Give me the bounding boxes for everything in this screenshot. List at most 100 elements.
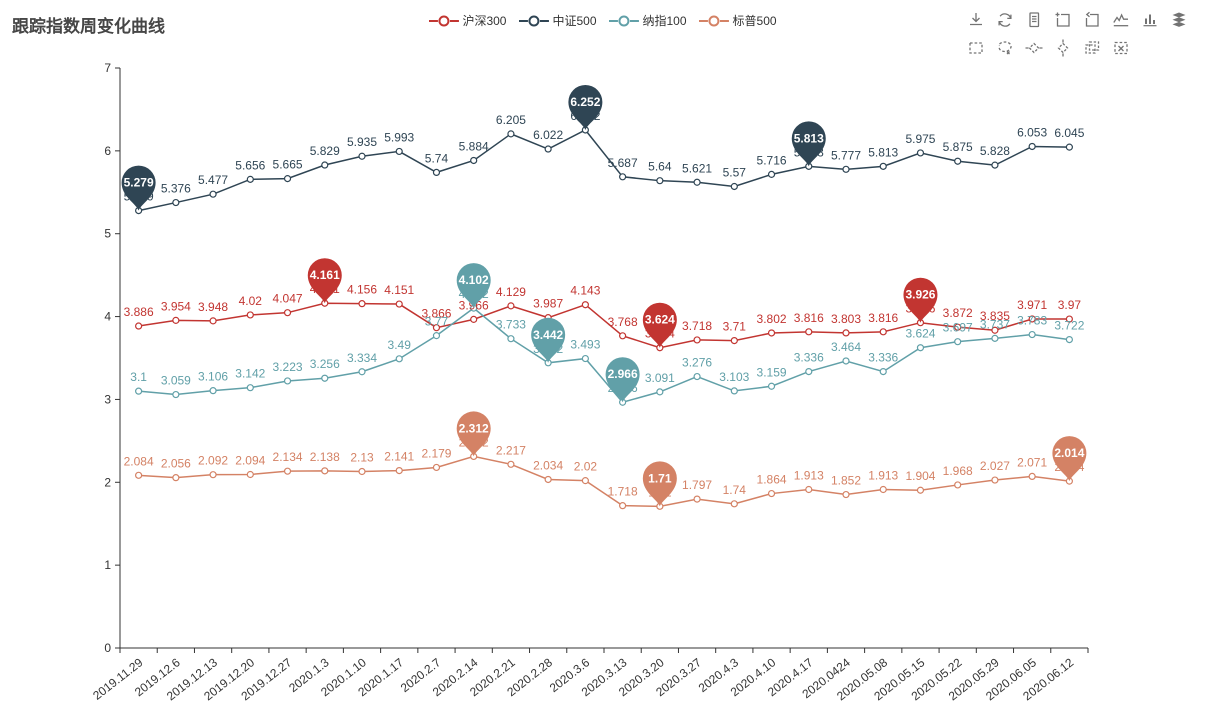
data-point[interactable] xyxy=(544,145,552,153)
data-point[interactable] xyxy=(842,165,850,173)
data-point[interactable] xyxy=(1028,472,1036,481)
markpoint-pin-2[interactable]: 2.966 xyxy=(605,357,640,403)
markpoint-pin-2[interactable]: 4.102 xyxy=(456,263,491,309)
data-point[interactable] xyxy=(991,326,999,334)
series-line-3[interactable] xyxy=(135,452,1073,510)
markpoint-pin-1[interactable]: 5.279 xyxy=(121,165,156,211)
data-point[interactable] xyxy=(693,178,701,186)
data-point[interactable] xyxy=(432,168,441,176)
data-point[interactable] xyxy=(619,173,627,181)
data-point[interactable] xyxy=(172,198,180,207)
data-point[interactable] xyxy=(805,367,813,376)
legend-item-hs300[interactable]: 沪深300 xyxy=(428,12,506,29)
brush-linex-icon[interactable] xyxy=(1024,38,1044,58)
data-point[interactable] xyxy=(954,157,962,165)
magic-type-line-icon[interactable] xyxy=(1111,10,1131,30)
data-point[interactable] xyxy=(507,335,515,343)
data-point[interactable] xyxy=(1028,315,1036,323)
data-point[interactable] xyxy=(1065,336,1073,344)
brush-liney-icon[interactable] xyxy=(1053,38,1073,58)
brush-rect-icon[interactable] xyxy=(966,38,986,58)
data-point[interactable] xyxy=(209,387,217,395)
data-point[interactable] xyxy=(283,377,292,385)
markpoint-pin-2[interactable]: 3.442 xyxy=(531,317,566,363)
data-point[interactable] xyxy=(879,485,887,494)
data-point[interactable] xyxy=(135,322,143,330)
data-point[interactable] xyxy=(507,130,515,138)
data-point[interactable] xyxy=(581,354,589,363)
data-point[interactable] xyxy=(432,324,441,332)
data-point[interactable] xyxy=(767,382,776,390)
data-point[interactable] xyxy=(954,481,962,489)
series-line-1[interactable] xyxy=(135,126,1073,215)
data-point[interactable] xyxy=(879,367,887,376)
data-point[interactable] xyxy=(693,372,701,381)
data-point[interactable] xyxy=(209,471,217,479)
data-view-icon[interactable] xyxy=(1024,10,1044,30)
data-point[interactable] xyxy=(879,162,887,170)
data-point[interactable] xyxy=(209,190,217,198)
data-point[interactable] xyxy=(358,300,366,308)
data-point[interactable] xyxy=(767,329,776,337)
data-point[interactable] xyxy=(730,387,738,395)
markpoint-pin-0[interactable]: 3.926 xyxy=(903,277,938,323)
data-zoom-reset-icon[interactable] xyxy=(1082,10,1102,30)
data-point[interactable] xyxy=(916,344,925,352)
data-point[interactable] xyxy=(321,161,329,169)
data-point[interactable] xyxy=(1028,330,1036,339)
data-point[interactable] xyxy=(246,311,254,319)
markpoint-pin-1[interactable]: 6.252 xyxy=(568,84,603,130)
data-point[interactable] xyxy=(395,467,403,475)
data-point[interactable] xyxy=(916,149,925,157)
data-point[interactable] xyxy=(246,384,254,392)
markpoint-pin-3[interactable]: 2.312 xyxy=(456,411,491,457)
data-point[interactable] xyxy=(767,170,776,178)
data-point[interactable] xyxy=(209,317,217,325)
data-point[interactable] xyxy=(693,336,701,344)
data-point[interactable] xyxy=(172,316,180,324)
magic-type-stack-icon[interactable] xyxy=(1169,10,1189,30)
data-point[interactable] xyxy=(432,332,441,340)
data-point[interactable] xyxy=(805,485,813,494)
data-zoom-icon[interactable] xyxy=(1053,10,1073,30)
data-point[interactable] xyxy=(991,334,999,342)
data-point[interactable] xyxy=(544,475,552,484)
markpoint-pin-0[interactable]: 4.161 xyxy=(307,258,342,304)
data-point[interactable] xyxy=(842,490,850,499)
data-point[interactable] xyxy=(283,309,292,317)
data-point[interactable] xyxy=(1065,143,1073,151)
data-point[interactable] xyxy=(358,368,366,376)
legend-item-sp500[interactable]: 标普500 xyxy=(698,12,777,29)
data-point[interactable] xyxy=(619,332,627,340)
data-point[interactable] xyxy=(358,152,366,160)
data-point[interactable] xyxy=(767,489,776,498)
data-point[interactable] xyxy=(619,502,627,510)
data-point[interactable] xyxy=(246,470,254,479)
magic-type-bar-icon[interactable] xyxy=(1140,10,1160,30)
data-point[interactable] xyxy=(991,476,999,484)
data-point[interactable] xyxy=(730,337,738,345)
series-line-2[interactable] xyxy=(135,304,1073,406)
data-point[interactable] xyxy=(395,355,403,363)
data-point[interactable] xyxy=(246,175,254,183)
data-point[interactable] xyxy=(172,474,180,482)
data-point[interactable] xyxy=(879,328,887,336)
data-point[interactable] xyxy=(842,357,850,365)
data-point[interactable] xyxy=(730,182,738,191)
data-point[interactable] xyxy=(916,486,925,494)
brush-polygon-icon[interactable] xyxy=(995,38,1015,58)
brush-keep-icon[interactable] xyxy=(1082,38,1102,58)
data-point[interactable] xyxy=(432,463,441,472)
data-point[interactable] xyxy=(1028,142,1036,151)
markpoint-pin-0[interactable]: 3.624 xyxy=(642,302,677,348)
legend-item-nasdaq100[interactable]: 纳指100 xyxy=(608,12,687,29)
data-point[interactable] xyxy=(656,177,664,185)
brush-clear-icon[interactable] xyxy=(1111,38,1131,58)
data-point[interactable] xyxy=(581,477,589,485)
data-point[interactable] xyxy=(395,300,403,308)
restore-icon[interactable] xyxy=(995,10,1015,30)
data-point[interactable] xyxy=(693,495,701,503)
data-point[interactable] xyxy=(470,156,478,165)
markpoint-pin-1[interactable]: 5.813 xyxy=(791,121,826,167)
data-point[interactable] xyxy=(470,315,478,323)
